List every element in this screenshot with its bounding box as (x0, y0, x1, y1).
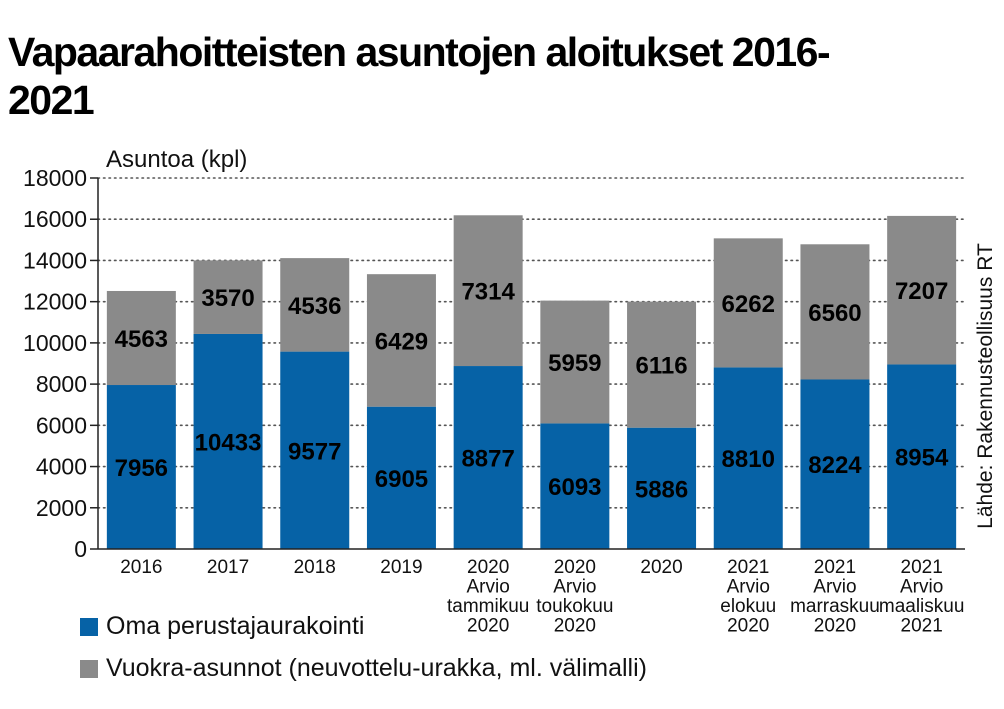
bar-segment-own (366, 406, 436, 549)
bar-segment-own (540, 423, 610, 549)
y-tick-label: 18000 (23, 165, 87, 191)
bar-segment-own (453, 366, 523, 549)
x-tick-label-line: Arvio (813, 577, 856, 598)
y-tick-label: 0 (74, 536, 87, 562)
data-label-rental: 6262 (722, 291, 775, 318)
bar-segment-own (193, 333, 263, 549)
data-label-own: 10433 (195, 429, 262, 456)
data-label-own: 7956 (115, 455, 168, 482)
x-tick-label-line: 2020 (554, 616, 596, 637)
data-label-own: 8954 (895, 445, 949, 472)
x-tick-label: 2017 (207, 557, 249, 578)
bar-segment-own (887, 364, 957, 549)
chart-title: Vapaarahoitteisten asuntojen aloitukset … (8, 29, 831, 123)
legend-item-rental: Vuokra-asunnot (neuvottelu-urakka, ml. v… (80, 654, 647, 683)
x-tick-label: 2021 Arvio marraskuu 2020 (790, 557, 880, 637)
x-tick-label-line: 2020 (554, 557, 596, 578)
bar-segment-rental (800, 244, 870, 380)
bar-segment-rental (280, 258, 350, 352)
x-tick-label-line: 2021 (727, 557, 769, 578)
x-tick-label-line: Arvio (900, 577, 943, 598)
x-tick-label-line: tammikuu (447, 596, 529, 617)
source-credit: Lähde: Rakennusteollisuus RT (974, 243, 997, 529)
x-tick-label-line: maaliskuu (879, 596, 965, 617)
data-label-own: 6093 (548, 474, 601, 501)
x-tick-label-line: Arvio (553, 577, 596, 598)
bar-segment-rental (193, 260, 263, 334)
y-tick-label: 14000 (23, 247, 87, 273)
bar-segment-own (106, 385, 176, 549)
y-tick-label: 12000 (23, 289, 87, 315)
x-tick-label-line: 2021 (814, 557, 856, 578)
x-tick-label-line: 2021 (901, 557, 943, 578)
legend-label-own: Oma perustajaurakointi (106, 612, 365, 640)
x-tick-label-line: 2020 (640, 557, 682, 578)
x-tick-label-line: marraskuu (790, 596, 880, 617)
legend-swatch-rental (80, 659, 98, 678)
data-label-rental: 6116 (636, 353, 688, 380)
x-tick-label-line: 2020 (814, 616, 856, 637)
bar-segment-own (713, 367, 783, 549)
x-tick-label-line: 2019 (380, 557, 422, 578)
value-labels: 7956 4563 10433 3570 9577 4536 6905 6429 8877 731… (115, 278, 949, 503)
bar-segment-rental (453, 215, 523, 367)
bars (106, 215, 957, 549)
x-tick-label: 2020 Arvio tammikuu 2020 (447, 557, 529, 637)
x-tick-label-line: 2016 (120, 557, 162, 578)
x-tick-label-line: 2020 (467, 616, 509, 637)
data-label-rental: 3570 (201, 285, 254, 312)
legend-swatch-own (80, 617, 98, 636)
bar-segment-rental (366, 274, 436, 407)
x-tick-label-line: Arvio (467, 577, 510, 598)
y-axis-title: Asuntoa (kpl) (106, 146, 247, 173)
x-tick-label-line: 2021 (901, 616, 943, 637)
x-tick-label: 2020 (640, 557, 682, 578)
data-label-own: 8810 (722, 446, 775, 473)
data-label-rental: 4536 (288, 293, 341, 320)
y-tick-label: 6000 (36, 412, 87, 438)
data-label-rental: 6560 (808, 300, 861, 327)
data-label-rental: 7314 (461, 279, 515, 306)
bar-segment-rental (540, 300, 610, 424)
x-tick-label: 2021 Arvio elokuu 2020 (720, 557, 776, 637)
bar-segment-rental (887, 215, 957, 365)
legend-label-rental: Vuokra-asunnot (neuvottelu-urakka, ml. v… (106, 654, 647, 682)
y-tick-label: 4000 (36, 454, 87, 480)
data-label-own: 9577 (288, 438, 341, 465)
bar-segment-rental (106, 290, 176, 386)
x-tick-label: 2019 (380, 557, 422, 578)
bar-segment-rental (713, 238, 783, 368)
bar-segment-rental (627, 301, 697, 428)
x-tick-label: 2016 (120, 557, 162, 578)
y-tick-label: 2000 (36, 495, 87, 521)
x-tick-label-line: 2020 (727, 616, 769, 637)
x-tick-label-line: Arvio (727, 577, 770, 598)
x-tick-label: 2021 Arvio maaliskuu 2021 (879, 557, 965, 637)
y-tick-label: 16000 (23, 206, 87, 232)
x-tick-label: 2018 (294, 557, 336, 578)
data-label-rental: 7207 (895, 278, 948, 305)
bar-segment-own (627, 427, 697, 549)
data-label-own: 5886 (635, 476, 688, 503)
x-tick-label-line: 2017 (207, 557, 249, 578)
x-axis: 2016 2017 2018 2019 2020 Arvio tammikuu 2020202… (98, 548, 965, 637)
x-tick-label: 2020 Arvio toukokuu 2020 (536, 557, 613, 637)
data-label-own: 6905 (375, 466, 428, 493)
data-label-own: 8224 (808, 452, 862, 479)
x-tick-label-line: 2018 (294, 557, 336, 578)
legend-item-own: Oma perustajaurakointi (80, 612, 364, 641)
data-label-rental: 6429 (375, 328, 428, 355)
data-label-own: 8877 (461, 446, 514, 473)
x-tick-label-line: 2020 (467, 557, 509, 578)
x-tick-label-line: elokuu (720, 596, 776, 617)
data-label-rental: 5959 (548, 350, 601, 377)
data-label-rental: 4563 (115, 326, 168, 353)
y-tick-label: 10000 (23, 330, 87, 356)
bar-segment-own (800, 379, 870, 549)
x-tick-label-line: toukokuu (536, 596, 613, 617)
bar-segment-own (280, 351, 350, 549)
y-tick-label: 8000 (36, 371, 87, 397)
y-axis: 0 2000 4000 6000 8000 10000 12000 14000 16000 180… (23, 165, 99, 562)
